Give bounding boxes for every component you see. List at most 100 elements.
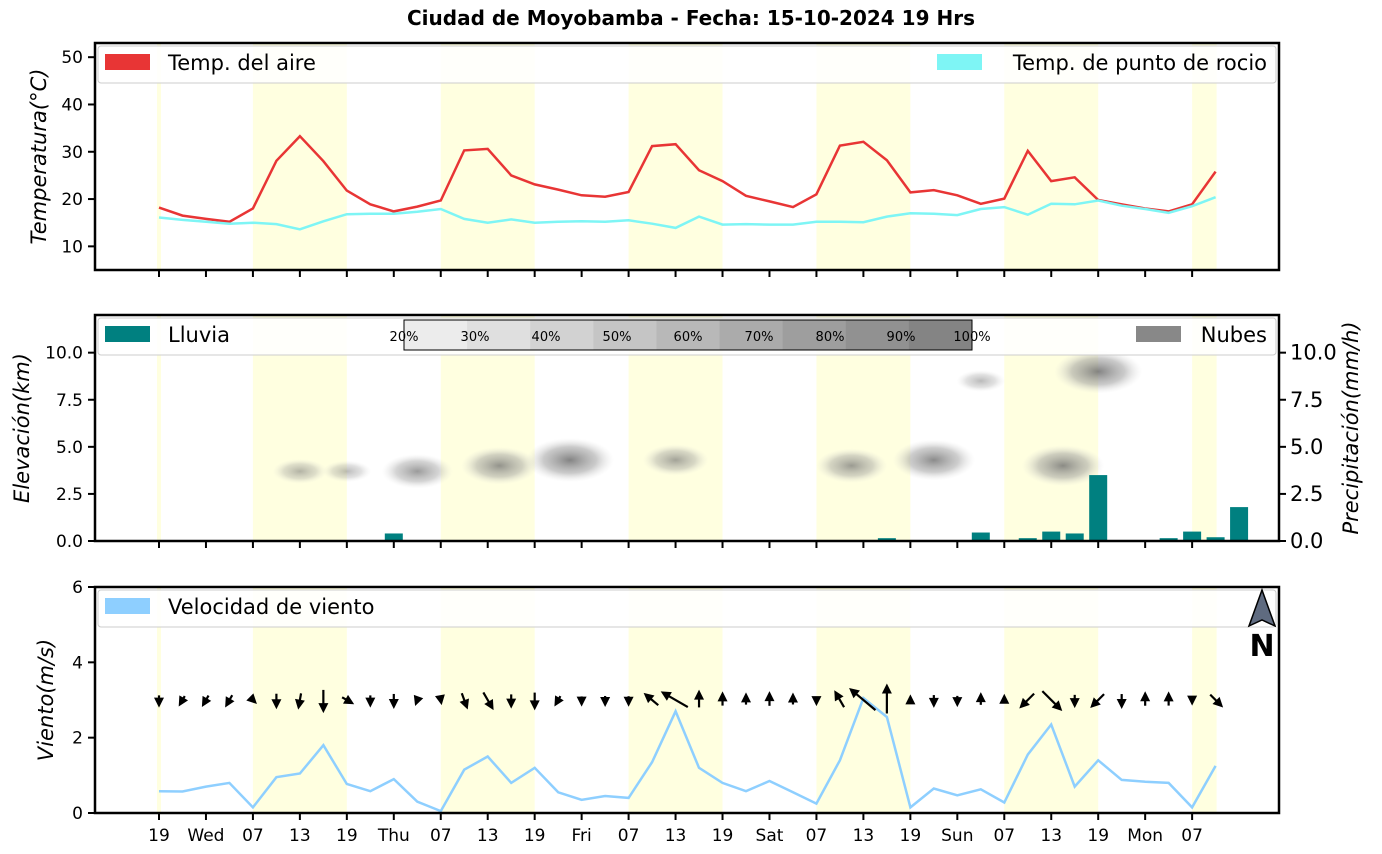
wind-arrow-head	[600, 697, 611, 708]
x-tick-label: Fri	[572, 826, 592, 846]
wind-arrow-head	[881, 683, 892, 694]
wind-arrow	[975, 692, 986, 705]
plot-frame	[93, 585, 1281, 815]
wind-arrow-shaft	[1041, 690, 1059, 707]
wind-arrow	[741, 692, 751, 705]
colorbar-frame	[403, 319, 973, 351]
wind-arrow-head	[928, 697, 939, 708]
wind-arrow-head	[201, 695, 212, 708]
wind-arrow	[318, 689, 329, 714]
x-tick-label: 07	[430, 826, 452, 846]
colorbar-segment	[719, 320, 784, 350]
wind-arrow-head	[506, 698, 517, 709]
wind-arrow	[952, 695, 963, 708]
rain-bar	[877, 538, 896, 541]
wind-arrow-head	[834, 690, 844, 702]
wind-arrow	[717, 691, 728, 706]
wind-arrow	[764, 691, 775, 706]
legend-box	[97, 589, 1277, 628]
rain-bar	[1206, 537, 1225, 541]
cloud-blob	[642, 444, 709, 476]
legend-air-temp: Temp. del aire	[167, 51, 316, 75]
wind-arrow-head	[154, 697, 164, 708]
y-tick-label: 20	[61, 190, 83, 210]
colorbar-label: 80%	[816, 330, 845, 345]
daylight-band	[157, 315, 161, 541]
x-tick-label: Mon	[1127, 826, 1163, 846]
y-tick-label: 4	[72, 653, 83, 673]
rain-bar	[384, 533, 403, 541]
colorbar-segment	[782, 320, 847, 350]
y-axis-label: Viento(m/s)	[34, 639, 58, 761]
legend-dewpoint: Temp. de punto de rocio	[1012, 51, 1267, 75]
x-tick-label: 13	[289, 826, 311, 846]
colorbar-segment	[467, 320, 531, 350]
wind-arrow	[482, 691, 494, 711]
x-tick-label: Sun	[941, 826, 973, 846]
wind-arrow-head	[271, 699, 282, 710]
dewpoint-line	[158, 196, 1217, 231]
wind-arrow	[178, 695, 189, 707]
cloud-blob	[525, 438, 614, 483]
wind-arrow	[881, 683, 892, 714]
cloud-blob	[272, 458, 328, 484]
wind-arrow-head	[660, 691, 672, 701]
wind-arrow	[849, 687, 877, 711]
y-tick-label: 50	[61, 48, 83, 68]
wind-arrow-head	[484, 699, 494, 711]
wind-arrow-head	[741, 692, 751, 703]
x-tick-label: 13	[1040, 826, 1062, 846]
x-tick-label: 19	[1087, 826, 1109, 846]
wind-arrow	[225, 694, 235, 708]
wind-arrow	[660, 691, 689, 709]
daylight-band	[157, 43, 161, 270]
x-tick-label: 07	[242, 826, 264, 846]
y-tick-label: 10.0	[1290, 341, 1337, 365]
wind-arrow	[1140, 691, 1151, 706]
legend-swatch	[105, 326, 150, 342]
wind-arrow	[787, 692, 798, 705]
wind-arrow-head	[529, 700, 540, 711]
y-tick-label: 2	[72, 729, 83, 749]
wind-arrow-head	[1069, 698, 1080, 709]
cloud-blob	[461, 446, 538, 485]
wind-arrow-head	[178, 695, 189, 707]
wind-arrow-head	[554, 695, 564, 707]
wind-arrow-head	[365, 697, 376, 708]
wind-arrow-head	[643, 692, 655, 704]
wind-arrow	[435, 694, 445, 706]
y-tick-label: 2.5	[1290, 482, 1323, 506]
wind-arrow-head	[905, 694, 916, 705]
wind-arrow	[201, 694, 212, 708]
cloud-blob	[816, 448, 888, 483]
wind-arrow-shaft	[666, 693, 689, 709]
y-tick-label: 6	[72, 578, 83, 598]
colorbar-label: 30%	[461, 330, 490, 345]
x-tick-label: 19	[524, 826, 546, 846]
y-tick-label: 7.5	[1290, 388, 1323, 412]
legend-rain: Lluvia	[168, 323, 230, 347]
x-tick-label: Wed	[187, 826, 224, 846]
legend-swatch	[105, 598, 150, 614]
wind-arrow-head	[1163, 691, 1174, 702]
y-tick-label: 0	[72, 804, 83, 824]
wind-arrow-head	[459, 698, 469, 710]
wind-arrow-shaft	[853, 691, 877, 711]
wind-arrow	[1116, 694, 1127, 709]
cloud-blob	[1021, 445, 1105, 487]
wind-arrow-head	[975, 692, 986, 703]
wind-arrow	[928, 695, 939, 708]
rain-bar	[1183, 531, 1202, 541]
x-tick-label: 07	[806, 826, 828, 846]
wind-arrow-head	[849, 687, 860, 699]
colorbar-segment	[845, 320, 910, 350]
legend-swatch	[1136, 326, 1181, 342]
wind-arrow	[905, 694, 916, 705]
wind-arrow-head	[1187, 695, 1198, 706]
air-temp-line	[158, 134, 1217, 224]
wind-arrow	[413, 694, 424, 706]
x-tick-label: Sat	[756, 826, 784, 846]
x-tick-label: 19	[900, 826, 922, 846]
y-tick-label: 0.0	[1290, 529, 1323, 553]
plot-frame	[93, 313, 1281, 543]
